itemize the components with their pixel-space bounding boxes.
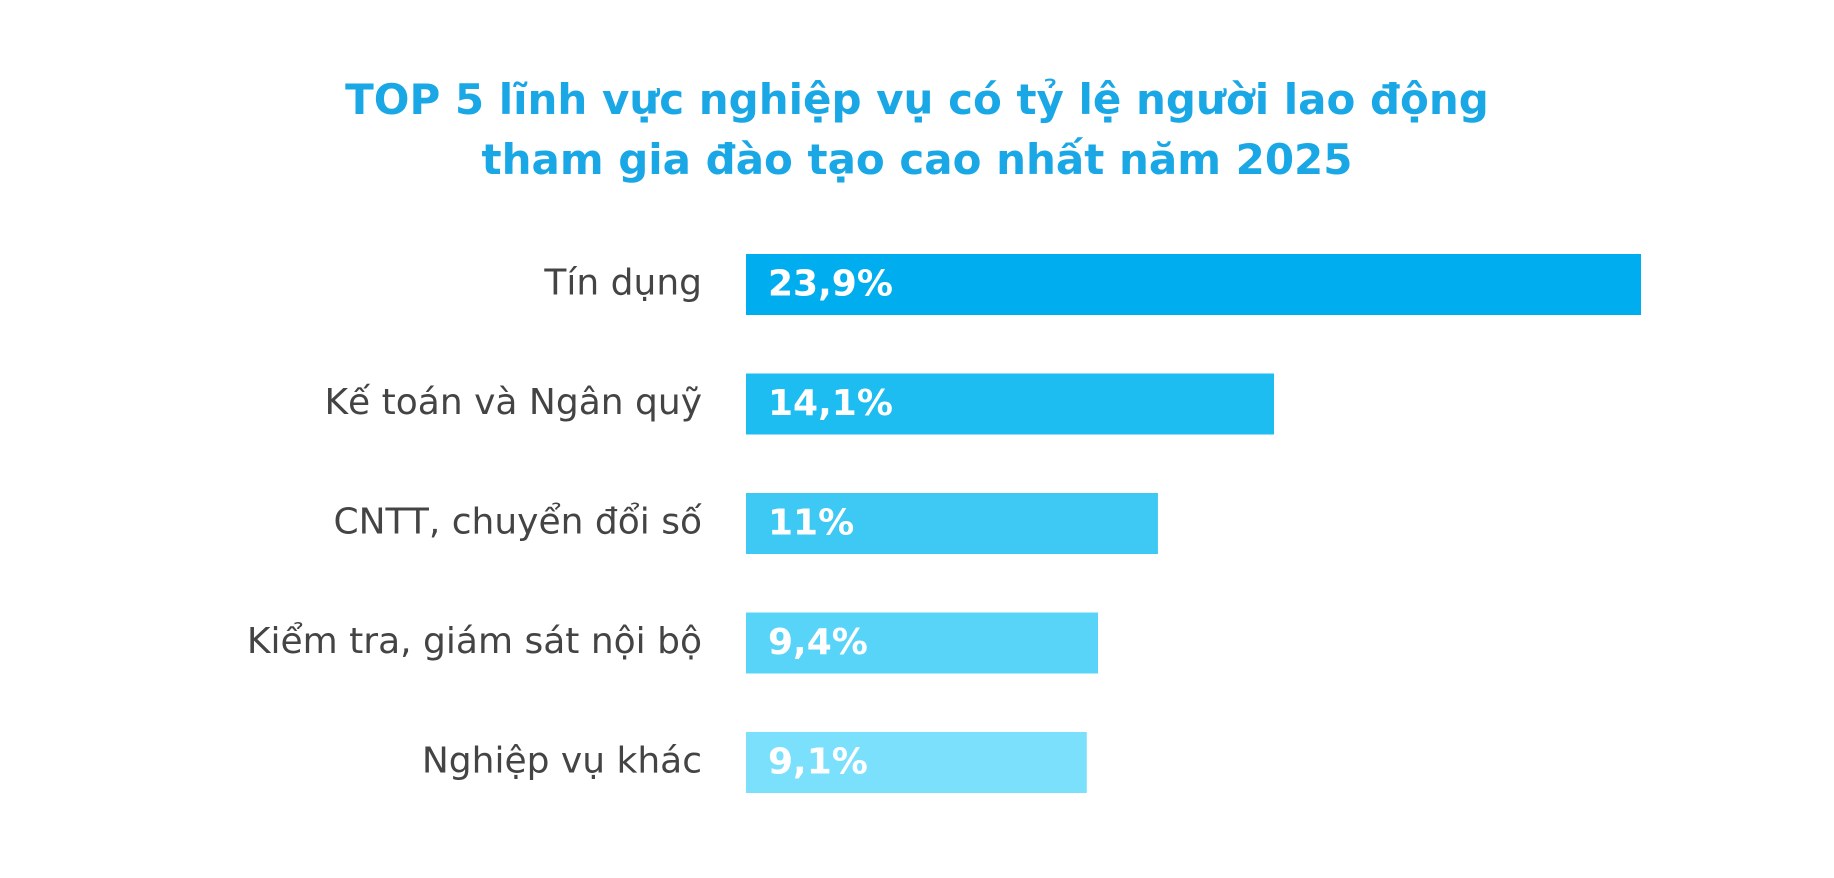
category-label: Nghiệp vụ khác <box>422 741 702 782</box>
value-label: 9,1% <box>768 742 868 783</box>
value-label: 14,1% <box>768 383 893 424</box>
category-label: Tín dụng <box>543 263 702 304</box>
value-label: 23,9% <box>768 264 893 305</box>
bar <box>746 254 1641 315</box>
chart-title: TOP 5 lĩnh vực nghiệp vụ có tỷ lệ người … <box>345 75 1489 184</box>
value-label: 11% <box>768 503 854 544</box>
value-label: 9,4% <box>768 622 868 663</box>
bar <box>746 493 1158 554</box>
bar <box>746 373 1275 435</box>
category-label: Kiểm tra, giám sát nội bộ <box>247 621 702 662</box>
bar <box>746 612 1099 674</box>
category-label: CNTT, chuyển đổi số <box>333 502 702 543</box>
bar <box>746 732 1087 793</box>
category-label: Kế toán và Ngân quỹ <box>324 382 702 423</box>
